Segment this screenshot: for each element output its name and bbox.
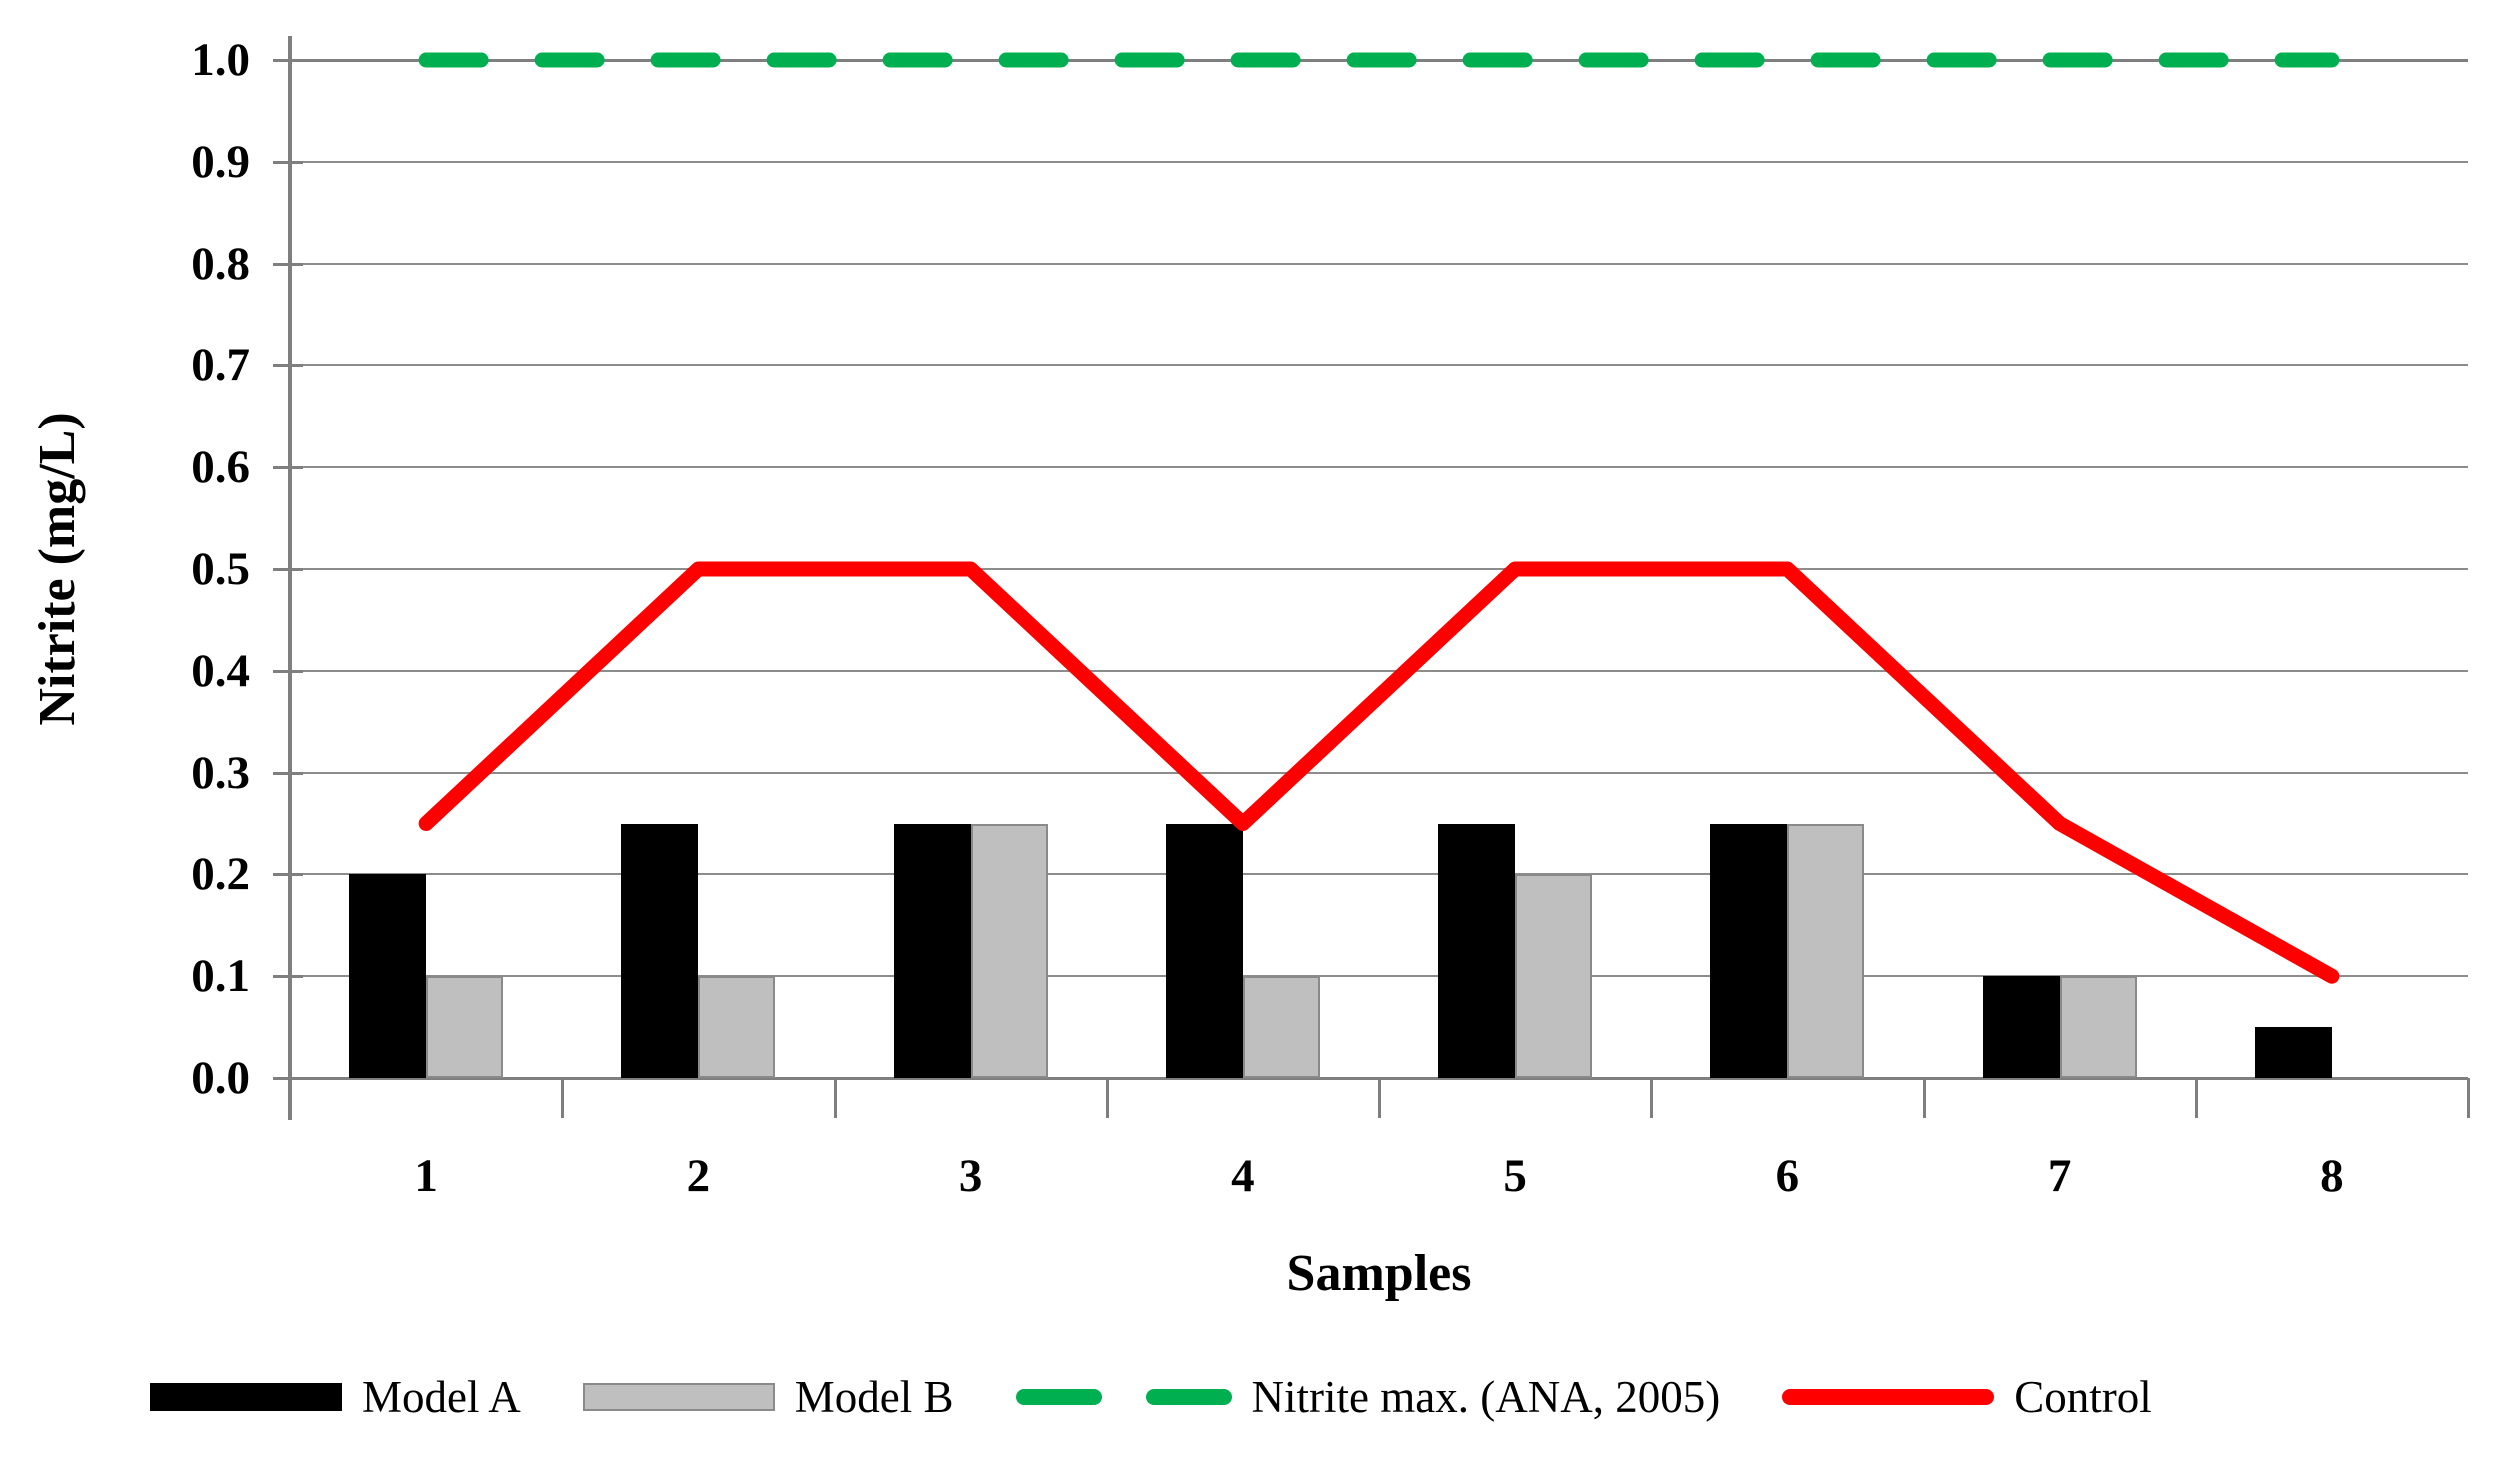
bar-model-a: [893, 823, 971, 1078]
legend: Model A Model B Nitrite max. (ANA, 2005) Co…: [150, 1366, 2450, 1428]
bar-model-b: [1242, 976, 1320, 1078]
legend-label: Model A: [362, 1372, 521, 1422]
x-axis-tick: [561, 1078, 565, 1118]
x-tick-label: 2: [686, 1150, 711, 1202]
y-axis-title: Nitrite (mg/L): [29, 412, 86, 726]
gridline: [290, 262, 2468, 265]
bar-model-a: [1438, 823, 1516, 1078]
legend-label: Model B: [794, 1372, 954, 1422]
legend-item: Model A: [150, 1366, 521, 1428]
y-tick-label: 0.9: [191, 135, 250, 188]
bar-model-b: [1515, 874, 1593, 1078]
y-tick-label: 0.7: [191, 339, 250, 392]
gridline: [290, 873, 2468, 876]
gridline: [290, 160, 2468, 163]
gridline: [290, 364, 2468, 367]
legend-label: Control: [2014, 1372, 2152, 1422]
bar-model-a: [349, 874, 427, 1078]
bar-model-a: [1982, 976, 2060, 1078]
x-axis-tick: [1650, 1078, 1654, 1118]
y-tick-label: 0.4: [191, 644, 250, 697]
x-axis-line: [273, 1077, 2468, 1080]
x-axis-tick: [1922, 1078, 1926, 1118]
y-axis-line: [288, 36, 292, 1120]
x-axis-tick: [289, 1078, 292, 1118]
y-tick-label: 0.6: [191, 441, 250, 494]
y-tick-label: 0.8: [191, 237, 250, 290]
legend-item: Model B: [582, 1366, 954, 1428]
x-tick-label: 8: [2320, 1150, 2344, 1202]
x-tick-label: 4: [1231, 1150, 1255, 1202]
x-tick-label: 7: [2047, 1150, 2072, 1202]
legend-item: Control: [1782, 1366, 2152, 1428]
bar-model-b: [970, 823, 1048, 1078]
bar-model-b: [698, 976, 776, 1078]
x-axis-tick: [1105, 1078, 1109, 1118]
y-tick-label: 0.2: [191, 848, 250, 901]
bar-model-a: [621, 823, 699, 1078]
bar-model-b: [426, 976, 504, 1078]
legend-swatch: [582, 1383, 775, 1411]
y-tick-label: 0.1: [191, 950, 250, 1003]
bar-model-a: [1165, 823, 1243, 1078]
x-axis-title: Samples: [1286, 1245, 1472, 1302]
bar-model-b: [1787, 823, 1865, 1078]
bar-model-a: [1710, 823, 1788, 1078]
y-tick-label: 0.3: [191, 746, 250, 799]
x-tick-label: 3: [958, 1150, 983, 1202]
y-tick-label: 1.0: [191, 34, 250, 86]
legend-swatch: [1015, 1389, 1232, 1405]
x-tick-label: 5: [1503, 1150, 1527, 1202]
x-axis-tick: [2194, 1078, 2198, 1118]
legend-swatch: [150, 1383, 342, 1411]
legend-item: Nitrite max. (ANA, 2005): [1015, 1366, 1721, 1428]
x-axis-tick: [1378, 1078, 1381, 1118]
x-tick-label: 1: [414, 1150, 438, 1202]
y-tick-label: 0.0: [191, 1052, 250, 1104]
gridline: [290, 669, 2468, 672]
legend-label: Nitrite max. (ANA, 2005): [1251, 1372, 1721, 1422]
gridline: [290, 466, 2468, 469]
legend-dash: [1145, 1389, 1232, 1405]
gridline: [290, 975, 2468, 978]
legend-dash: [1015, 1389, 1102, 1405]
gridline: [290, 59, 2468, 62]
x-axis-tick: [2467, 1078, 2470, 1118]
gridline: [290, 771, 2468, 774]
y-tick-label: 0.5: [191, 543, 250, 595]
legend-swatch: [1782, 1389, 1995, 1405]
gridline: [290, 568, 2468, 570]
x-axis-tick: [833, 1078, 837, 1118]
x-tick-label: 6: [1775, 1150, 1800, 1202]
bar-model-b: [2059, 976, 2137, 1078]
bar-model-a: [2254, 1027, 2332, 1078]
